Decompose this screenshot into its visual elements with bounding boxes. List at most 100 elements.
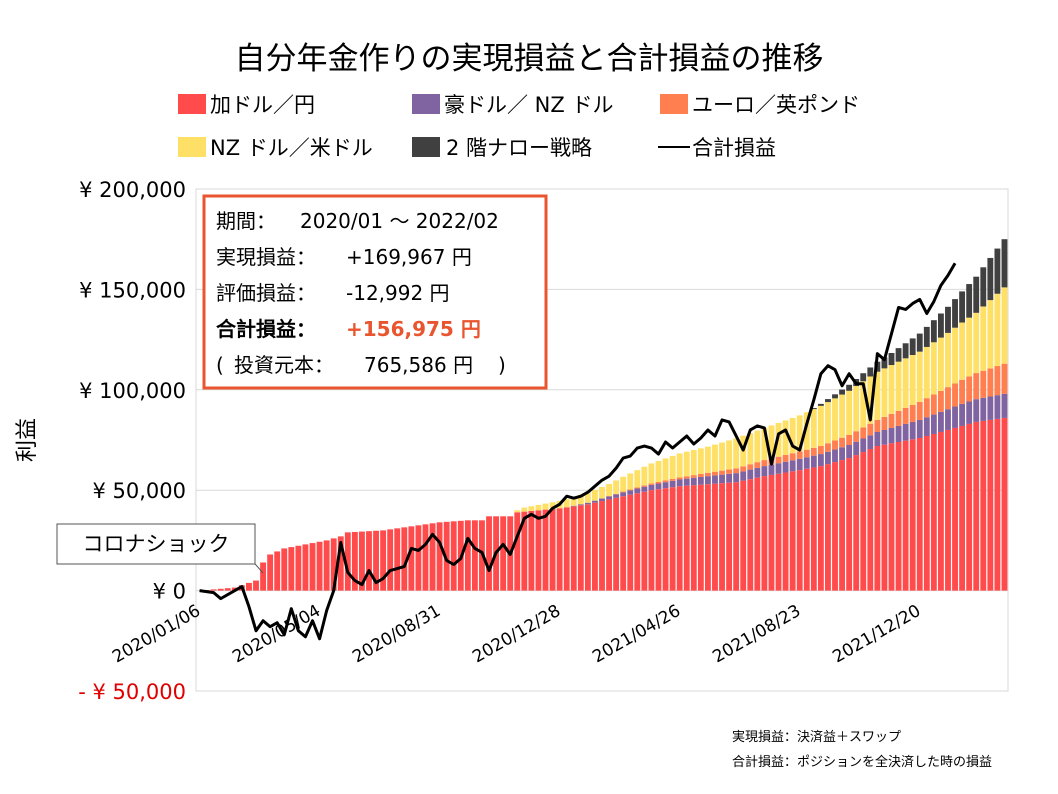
bar-s1-w74: [719, 474, 725, 484]
bar-s3-w84: [789, 417, 796, 454]
bar-s2-w72: [704, 472, 711, 477]
bar-s1-w98: [888, 427, 895, 444]
bar-s2-w64: [648, 483, 655, 485]
bar-s2-w62: [634, 487, 641, 489]
y-tick-label-3: ¥ 50,000: [92, 479, 186, 503]
x-tick-label-4: 2021/04/26: [589, 601, 684, 667]
bar-s1-w81: [768, 464, 775, 475]
bar-s0-w69: [683, 485, 690, 591]
bar-s0-w59: [613, 497, 620, 591]
bar-s2-w111: [980, 370, 987, 398]
bar-s3-w46: [521, 507, 528, 512]
bar-s0-w14: [295, 545, 302, 591]
bar-s0-w33: [429, 523, 436, 591]
bar-s0-w61: [627, 494, 634, 591]
bar-s2-w84: [789, 453, 796, 461]
bar-s0-w76: [733, 482, 740, 591]
bar-s0-w31: [415, 525, 422, 591]
annotation-box: [56, 523, 256, 565]
bar-s0-w65: [655, 489, 662, 591]
x-tick-label-2: 2020/08/31: [349, 601, 444, 667]
bar-s1-w78: [747, 469, 754, 480]
bar-s0-w67: [669, 487, 676, 591]
bar-s0-w105: [937, 431, 944, 591]
bar-s3-w74: [719, 442, 725, 471]
bar-s0-w48: [535, 510, 542, 591]
bar-s2-w87: [810, 447, 817, 456]
bar-s0-w19: [330, 538, 337, 591]
bar-s0-w71: [697, 484, 704, 591]
bar-s0-w26: [380, 530, 387, 591]
bar-s2-w69: [683, 476, 690, 479]
bar-s0-w104: [930, 433, 937, 591]
y-axis-title: 利益: [15, 418, 40, 462]
bar-s1-w101: [909, 421, 916, 440]
bar-s2-w95: [867, 423, 874, 436]
stacked-bars: [203, 239, 1008, 591]
bar-s3-w87: [810, 409, 817, 448]
bar-s2-w61: [627, 489, 634, 491]
x-tick-label-6: 2021/12/20: [829, 601, 924, 667]
bar-s4-w109: [966, 284, 973, 318]
bar-s2-w63: [641, 485, 648, 487]
bar-s0-w7: [246, 582, 252, 591]
bar-s1-w58: [606, 496, 612, 500]
bar-s3-w86: [803, 412, 810, 450]
bar-s4-w104: [930, 320, 937, 343]
bar-s0-w11: [274, 551, 281, 591]
legend-swatch-nzdusd: [178, 137, 206, 157]
bar-s0-w63: [641, 491, 648, 591]
bar-s3-w67: [669, 455, 676, 479]
bar-s4-w111: [980, 267, 987, 307]
bar-s4-w112: [987, 257, 994, 301]
info-realized-label: 実現損益：: [216, 245, 316, 269]
bar-s0-w64: [648, 490, 655, 591]
y-tick-label-0: ¥ 200,000: [79, 178, 186, 202]
bar-s3-w112: [987, 300, 994, 369]
bar-s0-w53: [570, 506, 577, 591]
bar-s2-w98: [888, 413, 895, 428]
bar-s0-w86: [803, 468, 810, 591]
legend-swatch-narrow: [412, 137, 440, 157]
bar-s0-w72: [704, 484, 711, 591]
bar-s1-w67: [669, 480, 676, 488]
bar-s1-w106: [945, 409, 951, 430]
bar-s0-w112: [987, 419, 994, 591]
bar-s4-w108: [959, 291, 966, 323]
bar-s4-w102: [916, 333, 923, 352]
bar-s0-w99: [895, 442, 902, 591]
bar-s2-w77: [740, 466, 747, 472]
info-principal-close: ): [498, 353, 506, 377]
bar-s0-w56: [592, 502, 598, 591]
bar-s3-w99: [895, 361, 902, 411]
bar-s3-w73: [712, 444, 718, 472]
bar-s2-w80: [761, 460, 768, 467]
bar-s3-w62: [634, 470, 641, 488]
bar-s1-w65: [655, 483, 662, 490]
bar-s2-w102: [916, 401, 923, 420]
bar-s4-w101: [909, 338, 916, 355]
info-principal-label: 投資元本：: [234, 353, 334, 377]
bar-s0-w57: [599, 501, 605, 591]
bar-s0-w92: [846, 458, 853, 591]
info-principal-value: 765,586 円: [364, 353, 473, 377]
bar-s3-w56: [592, 489, 598, 501]
bar-s3-w50: [549, 502, 556, 509]
bar-s1-w70: [690, 477, 697, 486]
bar-s0-w8: [253, 580, 259, 591]
bar-s0-w39: [471, 520, 478, 591]
bar-s3-w105: [937, 337, 944, 391]
bar-s0-w10: [267, 554, 274, 591]
bar-s1-w113: [994, 395, 1001, 419]
y-tick-label-5: - ¥ 50,000: [78, 680, 186, 704]
bar-s3-w68: [676, 453, 683, 478]
bar-s3-w91: [839, 394, 845, 438]
bar-s2-w104: [930, 394, 937, 415]
bar-s1-w82: [775, 463, 782, 474]
bar-s1-w107: [952, 406, 958, 428]
bar-s0-w91: [839, 460, 845, 591]
bar-s2-w105: [937, 390, 944, 412]
bar-s4-w92: [846, 384, 853, 391]
bar-s0-w47: [528, 510, 535, 591]
note-realized: 実現損益：決済益＋スワップ: [732, 729, 901, 745]
